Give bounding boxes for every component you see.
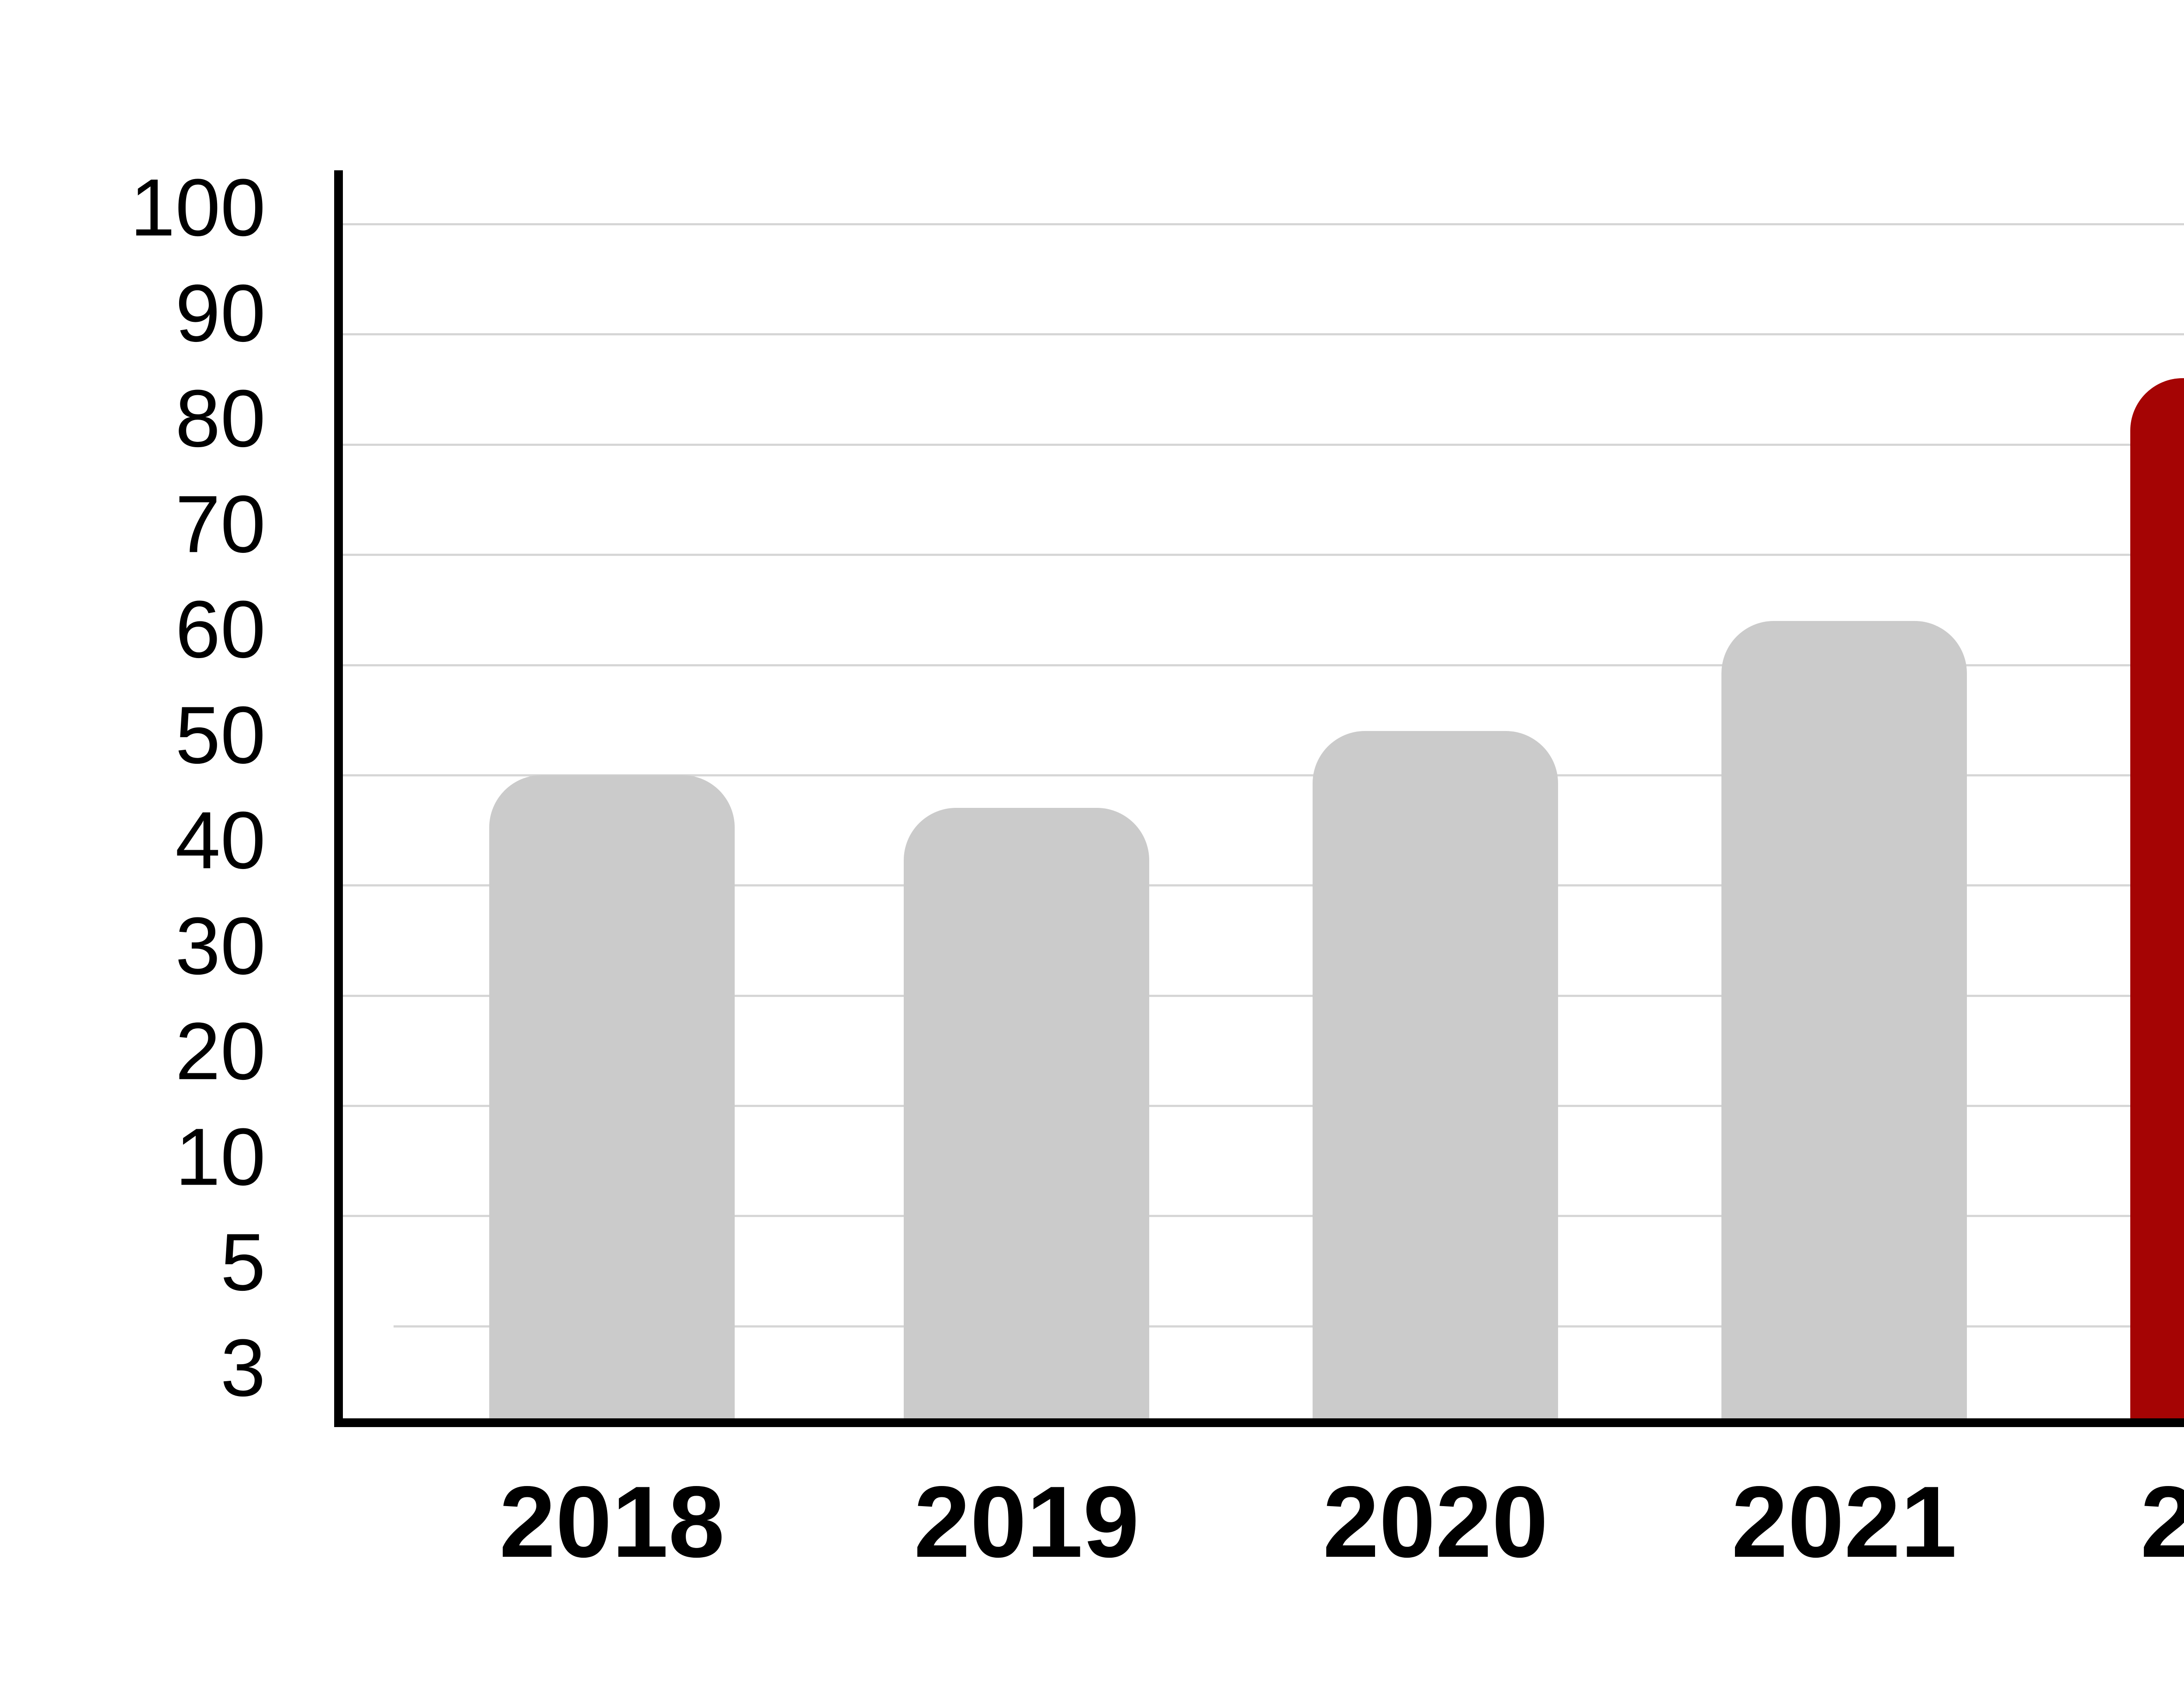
bar-2020 [1313, 731, 1559, 1423]
gridline-20 [339, 1105, 2184, 1107]
y-axis-label-50: 50 [175, 690, 266, 781]
y-axis-label-90: 90 [175, 268, 266, 359]
y-axis-label-3: 3 [220, 1323, 266, 1414]
bar-2018 [489, 775, 735, 1423]
gridline-100 [339, 223, 2184, 226]
bar-2019 [904, 808, 1150, 1423]
gridline-5 [393, 1325, 2184, 1328]
x-axis-label-2018: 2018 [499, 1466, 725, 1579]
y-axis-label-40: 40 [175, 795, 266, 886]
x-axis-label-2020: 2020 [1323, 1466, 1548, 1579]
x-axis-label-2019: 2019 [914, 1466, 1140, 1579]
x-axis-label-2022: 2022 [2140, 1466, 2184, 1579]
y-axis-label-70: 70 [175, 479, 266, 570]
gridline-10 [339, 1214, 2184, 1217]
gridline-50 [339, 774, 2184, 776]
gridline-70 [339, 553, 2184, 556]
y-axis-label-10: 10 [175, 1112, 266, 1203]
y-axis-labels: 100 90 80 70 60 50 40 30 20 10 5 3 [0, 162, 266, 1423]
gridline-90 [339, 333, 2184, 336]
y-axis-line [334, 170, 343, 1427]
y-axis-label-100: 100 [130, 162, 266, 253]
x-axis-label-2021: 2021 [1731, 1466, 1957, 1579]
bar-2022 [2130, 378, 2184, 1423]
y-axis-label-30: 30 [175, 901, 266, 992]
gridline-60 [339, 664, 2184, 666]
gridline-40 [339, 884, 2184, 887]
plot-area [334, 170, 2184, 1427]
y-axis-label-80: 80 [175, 373, 266, 464]
y-axis-label-5: 5 [220, 1217, 266, 1308]
y-axis-label-20: 20 [175, 1006, 266, 1097]
gridline-80 [339, 444, 2184, 446]
y-axis-label-60: 60 [175, 584, 266, 675]
x-axis-line [334, 1418, 2184, 1427]
gridline-30 [339, 995, 2184, 997]
bar-2021 [1721, 621, 1967, 1423]
